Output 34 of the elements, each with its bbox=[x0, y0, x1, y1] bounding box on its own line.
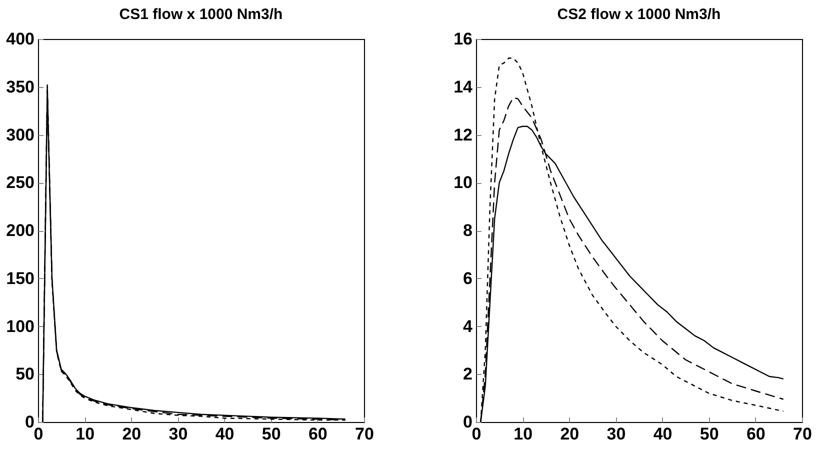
chart-title: CS1 flow x 1000 Nm3/h bbox=[119, 6, 283, 23]
y-tick-label: 250 bbox=[6, 173, 34, 192]
y-tick-label: 150 bbox=[6, 268, 34, 288]
y-tick-label: 10 bbox=[454, 173, 472, 192]
x-tick-label: 40 bbox=[215, 424, 234, 444]
chart-title: CS2 flow x 1000 Nm3/h bbox=[557, 6, 721, 23]
x-tick-label: 60 bbox=[746, 424, 766, 444]
x-tick-label: 70 bbox=[793, 424, 812, 444]
y-tick-label: 100 bbox=[6, 316, 34, 336]
x-tick-label: 30 bbox=[168, 424, 188, 444]
y-tick-label: 14 bbox=[454, 77, 474, 96]
y-tick-label: 0 bbox=[25, 412, 34, 432]
x-tick-label: 50 bbox=[262, 424, 281, 444]
x-tick-label: 20 bbox=[560, 424, 580, 444]
x-tick-label: 30 bbox=[606, 424, 626, 444]
x-tick-label: 40 bbox=[653, 424, 672, 444]
y-tick-label: 8 bbox=[463, 221, 472, 240]
x-tick-label: 20 bbox=[122, 424, 142, 444]
y-tick-label: 4 bbox=[463, 316, 474, 336]
y-tick-label: 300 bbox=[6, 125, 34, 144]
y-tick-label: 16 bbox=[454, 30, 472, 48]
y-tick-label: 6 bbox=[463, 268, 472, 288]
x-tick-label: 10 bbox=[76, 424, 95, 444]
x-tick-label: 60 bbox=[308, 424, 328, 444]
x-tick-label: 70 bbox=[355, 424, 374, 444]
y-tick-label: 350 bbox=[6, 77, 34, 96]
x-tick-label: 10 bbox=[514, 424, 533, 444]
y-tick-label: 2 bbox=[463, 364, 472, 384]
y-tick-label: 400 bbox=[6, 30, 34, 48]
y-tick-label: 0 bbox=[463, 412, 472, 432]
y-tick-label: 200 bbox=[6, 221, 34, 240]
x-tick-label: 50 bbox=[700, 424, 719, 444]
y-tick-label: 12 bbox=[454, 125, 472, 144]
y-tick-label: 50 bbox=[16, 364, 34, 384]
